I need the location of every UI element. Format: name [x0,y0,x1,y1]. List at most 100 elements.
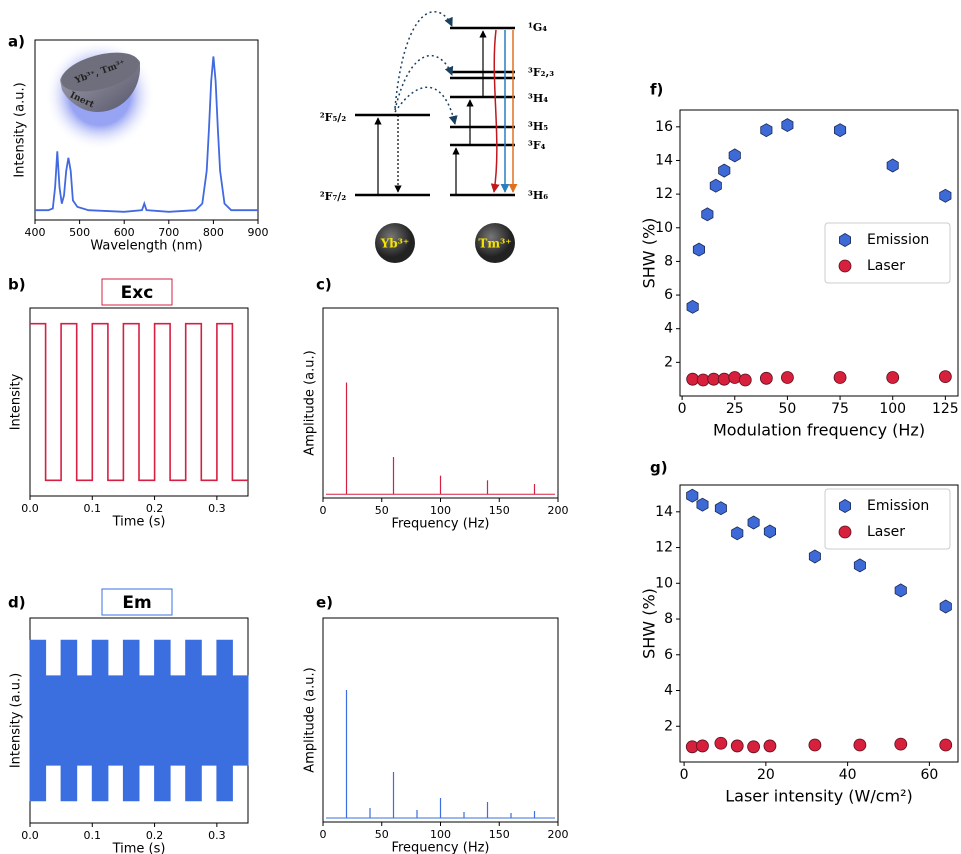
panel: 0 50 100 150 200 Frequency (Hz) Amplitude (a.u… [303,276,569,532]
x-tick-label: 800 [203,226,224,239]
axes-frame [679,109,959,397]
level-label: ³H₄ [528,92,548,105]
marker [760,123,773,138]
ion-ball [375,223,415,263]
x-tick-label: 600 [114,226,135,239]
emission-arrow [490,29,500,193]
marker [728,371,742,384]
marker [894,737,908,751]
label-box [101,588,173,616]
x-tick-label: 0 [680,767,689,783]
panel: 400 500 600 700 800 900 Wavelength (nm) Intensi… [8,33,269,254]
x-tick-label: 700 [158,226,179,239]
x-tick-label: 0.3 [208,829,226,842]
ion-label: Yb³⁺ [380,237,410,251]
x-tick-label: 200 [548,828,569,841]
legend-marker [838,525,852,539]
y-tick-label: 4 [664,683,673,699]
y-axis-label: Intensity (a.u.) [9,673,24,768]
x-tick-label: 900 [248,226,269,239]
y-axis-label: SHW (%) [640,588,659,659]
level-label: ¹G₄ [528,21,547,34]
y-tick-label: 8 [664,253,673,269]
x-axis-label: Time (s) [112,515,166,530]
panel-label: f) [650,81,663,99]
x-tick-label: 150 [489,828,510,841]
level-label: ³F₂,₃ [528,66,554,79]
marker [834,123,847,138]
data-line [35,56,258,213]
x-tick-label: 400 [25,226,46,239]
marker [894,583,907,598]
level-label: ³F₄ [528,139,546,152]
marker [939,738,953,752]
marker [686,299,699,314]
marker [692,242,705,257]
x-axis-label: Laser intensity (W/cm²) [725,787,913,806]
x-tick-label: 0 [320,504,327,517]
axes-frame [322,617,559,823]
y-tick-label: 2 [664,354,673,370]
y-tick-label: 10 [655,575,673,591]
x-tick-label: 0.0 [21,502,39,515]
legend-label: Laser [867,258,905,274]
x-axis-label: Modulation frequency (Hz) [713,421,925,440]
y-tick-label: 14 [655,152,673,168]
legend-label: Emission [867,498,929,514]
y-tick-label: 6 [664,647,673,663]
x-tick-label: 40 [839,767,857,783]
x-tick-label: 75 [831,401,849,417]
marker [730,739,744,753]
marker [853,558,866,573]
y-tick-label: 4 [664,321,673,337]
x-axis-label: Wavelength (nm) [90,239,202,254]
x-axis-label: Frequency (Hz) [391,517,489,532]
panel-label: g) [650,459,668,477]
envelope-area [29,639,249,721]
x-tick-label: 0.2 [146,829,164,842]
x-tick-label: 25 [726,401,744,417]
y-axis-label: SHW (%) [640,218,659,289]
marker [938,370,952,384]
marker [696,739,709,753]
y-tick-label: 12 [655,540,673,556]
x-tick-label: 0 [678,401,687,417]
axes-frame [322,307,559,499]
panel: 0.0 0.1 0.2 0.3 Time (s) Intensity (a.u.) d) Em [8,588,249,854]
x-tick-label: 50 [375,504,389,517]
marker [939,188,952,203]
marker [763,524,776,539]
legend-label: Emission [867,232,929,248]
envelope-area [29,720,249,802]
transfer-arrow [394,54,454,111]
legend-box [824,488,951,550]
legend-marker [838,259,852,273]
transfer-arrow [394,86,458,125]
marker [886,158,899,173]
ion-ball [475,223,515,263]
marker [853,738,867,752]
x-tick-label: 100 [430,828,451,841]
legend-label: Laser [867,524,905,540]
marker [833,371,847,384]
y-tick-label: 8 [664,611,673,627]
ion-label: Tm³⁺ [478,237,511,251]
axes-frame [679,484,959,763]
marker [747,740,760,754]
y-tick-label: 16 [655,119,673,135]
marker [763,739,777,753]
x-tick-label: 50 [778,401,796,417]
marker [939,599,952,614]
x-tick-label: 0.3 [208,502,226,515]
x-tick-label: 0.1 [84,502,102,515]
data-line [30,322,248,482]
marker [747,515,760,530]
marker [759,371,773,385]
panel-label: b) [8,276,26,294]
y-tick-label: 14 [655,504,673,520]
level-label: ²F₇/₂ [320,190,346,203]
y-axis-label: Amplitude (a.u.) [303,667,318,772]
x-tick-label: 0 [320,828,327,841]
x-axis-label: Time (s) [112,842,166,854]
